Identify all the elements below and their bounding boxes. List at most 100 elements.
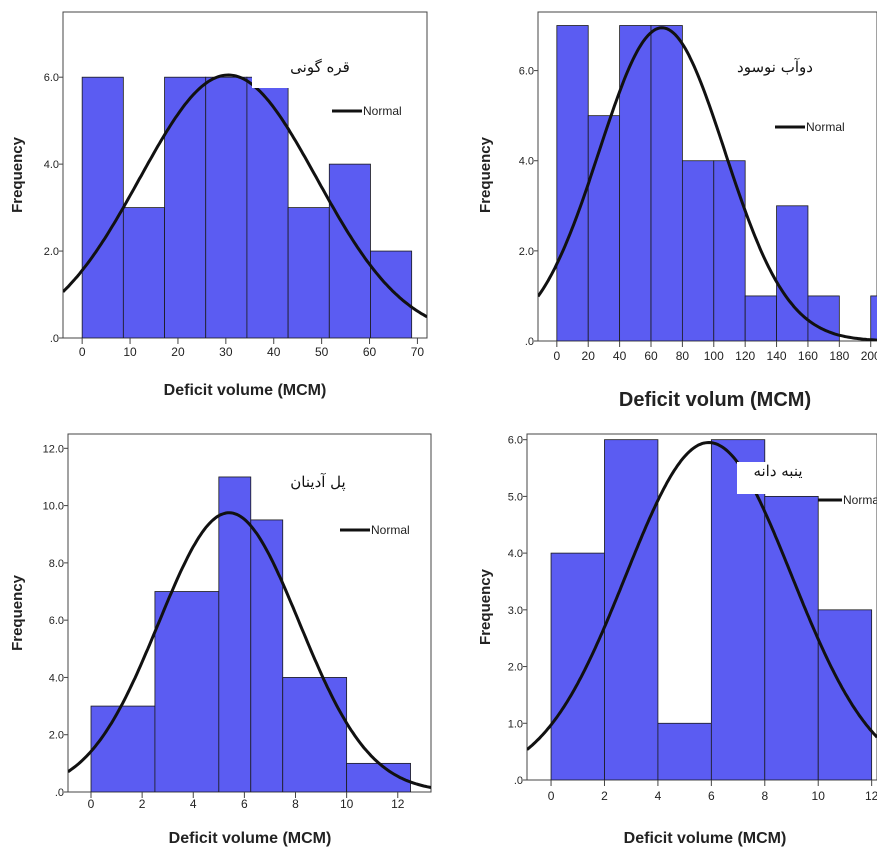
x-tick-label: 160 bbox=[798, 349, 818, 363]
plot-area bbox=[68, 476, 431, 792]
histogram-bar bbox=[205, 76, 248, 338]
x-tick-label: 4 bbox=[190, 797, 197, 811]
histogram-bar bbox=[122, 207, 165, 338]
y-axis-title: Frequency bbox=[477, 568, 494, 645]
x-axis-title: Deficit volume (MCM) bbox=[169, 830, 332, 847]
histogram-bar bbox=[287, 207, 330, 338]
y-tick-label: .0 bbox=[525, 336, 534, 348]
x-tick-label: 8 bbox=[761, 789, 768, 803]
histogram-bar bbox=[710, 439, 766, 780]
x-tick-label: 60 bbox=[363, 345, 377, 359]
histogram-bar bbox=[744, 295, 777, 341]
chart-title: ینبه دانه bbox=[753, 462, 802, 480]
histogram-bar bbox=[650, 25, 683, 341]
y-tick-label: 6.0 bbox=[44, 72, 59, 84]
y-tick-label: 6.0 bbox=[49, 615, 64, 627]
x-tick-label: 80 bbox=[676, 349, 690, 363]
x-tick-label: 180 bbox=[829, 349, 849, 363]
y-tick-label: 2.0 bbox=[508, 662, 523, 674]
histogram-bar bbox=[164, 76, 207, 338]
y-tick-label: 8.0 bbox=[49, 558, 64, 570]
x-tick-label: 10 bbox=[812, 789, 826, 803]
x-tick-label: 60 bbox=[644, 349, 658, 363]
x-tick-label: 6 bbox=[708, 789, 715, 803]
x-tick-label: 100 bbox=[704, 349, 724, 363]
histogram-bar bbox=[81, 76, 124, 338]
chart-panel-4: 0 2 4 6 8 10 12 .0 1.0 2.0 3.0 4.0 5.0 6.0 Deficit vol… bbox=[477, 433, 877, 847]
histogram-bar bbox=[550, 552, 605, 780]
chart-title: دوآب نوسود bbox=[737, 58, 813, 76]
x-tick-label: 10 bbox=[123, 345, 137, 359]
plot-area bbox=[63, 73, 427, 338]
histogram-bar bbox=[870, 295, 877, 341]
x-tick-label: 20 bbox=[582, 349, 596, 363]
histogram-bar bbox=[246, 76, 289, 338]
chart-title: قره گونی bbox=[290, 58, 350, 76]
histogram-bar bbox=[776, 205, 809, 341]
y-tick-label: 6.0 bbox=[519, 66, 534, 78]
y-tick-label: 6.0 bbox=[508, 435, 523, 447]
y-tick-label: 4.0 bbox=[49, 672, 64, 684]
normal-curve bbox=[63, 73, 427, 319]
y-axis-title: Frequency bbox=[9, 574, 26, 651]
histogram-bar bbox=[90, 705, 156, 792]
x-tick-label: 12 bbox=[391, 797, 405, 811]
y-tick-label: 3.0 bbox=[508, 605, 523, 617]
x-tick-label: 70 bbox=[411, 345, 425, 359]
histogram-bar bbox=[556, 25, 589, 341]
histogram-bar bbox=[657, 722, 712, 780]
y-tick-label: 5.0 bbox=[508, 491, 523, 503]
x-tick-label: 12 bbox=[865, 789, 877, 803]
y-tick-label: .0 bbox=[50, 333, 59, 345]
legend-label: Normal bbox=[363, 104, 402, 118]
x-tick-label: 0 bbox=[548, 789, 555, 803]
x-tick-label: 20 bbox=[171, 345, 185, 359]
histogram-bar bbox=[587, 115, 621, 341]
y-tick-label: 4.0 bbox=[519, 156, 534, 168]
chart-panel-1: 0 10 20 30 40 50 60 70 .0 2.0 4.0 6.0 Deficit volume… bbox=[9, 11, 428, 399]
y-tick-label: .0 bbox=[514, 775, 523, 787]
x-axis-title: Deficit volum (MCM) bbox=[619, 389, 811, 411]
title-box bbox=[252, 472, 370, 502]
chart-panel-2: 0 20 40 60 80 100 120 140 160 180 200 .0 2.0 4.0 6.0 De… bbox=[477, 11, 877, 411]
x-tick-label: 40 bbox=[613, 349, 627, 363]
histogram-bar bbox=[681, 160, 715, 341]
x-axis-title: Deficit volume (MCM) bbox=[624, 830, 787, 847]
histogram-bar bbox=[764, 495, 819, 780]
x-tick-label: 200 bbox=[861, 349, 877, 363]
histogram-bar bbox=[370, 250, 413, 338]
histogram-bar bbox=[250, 519, 284, 792]
y-axis-title: Frequency bbox=[9, 136, 26, 213]
histogram-bar bbox=[218, 476, 252, 792]
x-tick-label: 6 bbox=[241, 797, 248, 811]
histogram-bar bbox=[282, 677, 348, 792]
x-tick-label: 50 bbox=[315, 345, 329, 359]
histogram-bar bbox=[328, 163, 371, 338]
histogram-bar bbox=[154, 591, 220, 792]
y-tick-label: 2.0 bbox=[519, 246, 534, 258]
x-tick-label: 8 bbox=[292, 797, 299, 811]
normal-curve bbox=[68, 511, 431, 789]
y-tick-label: .0 bbox=[55, 787, 64, 799]
title-box bbox=[737, 462, 837, 494]
normal-curve bbox=[538, 26, 877, 341]
title-box bbox=[252, 58, 350, 88]
x-tick-label: 2 bbox=[139, 797, 146, 811]
x-tick-label: 4 bbox=[655, 789, 662, 803]
x-tick-label: 10 bbox=[340, 797, 354, 811]
x-tick-label: 140 bbox=[767, 349, 787, 363]
histogram-bar bbox=[713, 160, 746, 341]
y-tick-label: 1.0 bbox=[508, 718, 523, 730]
x-tick-label: 30 bbox=[219, 345, 233, 359]
chart-title: پل آدینان bbox=[290, 473, 345, 491]
y-axis-title: Frequency bbox=[477, 136, 494, 213]
y-tick-label: 10.0 bbox=[43, 501, 64, 513]
x-tick-label: 0 bbox=[553, 349, 560, 363]
legend-label: Normal bbox=[806, 120, 845, 134]
y-tick-label: 4.0 bbox=[508, 548, 523, 560]
x-tick-label: 120 bbox=[735, 349, 755, 363]
normal-curve bbox=[527, 440, 877, 751]
y-tick-label: 12.0 bbox=[43, 443, 64, 455]
